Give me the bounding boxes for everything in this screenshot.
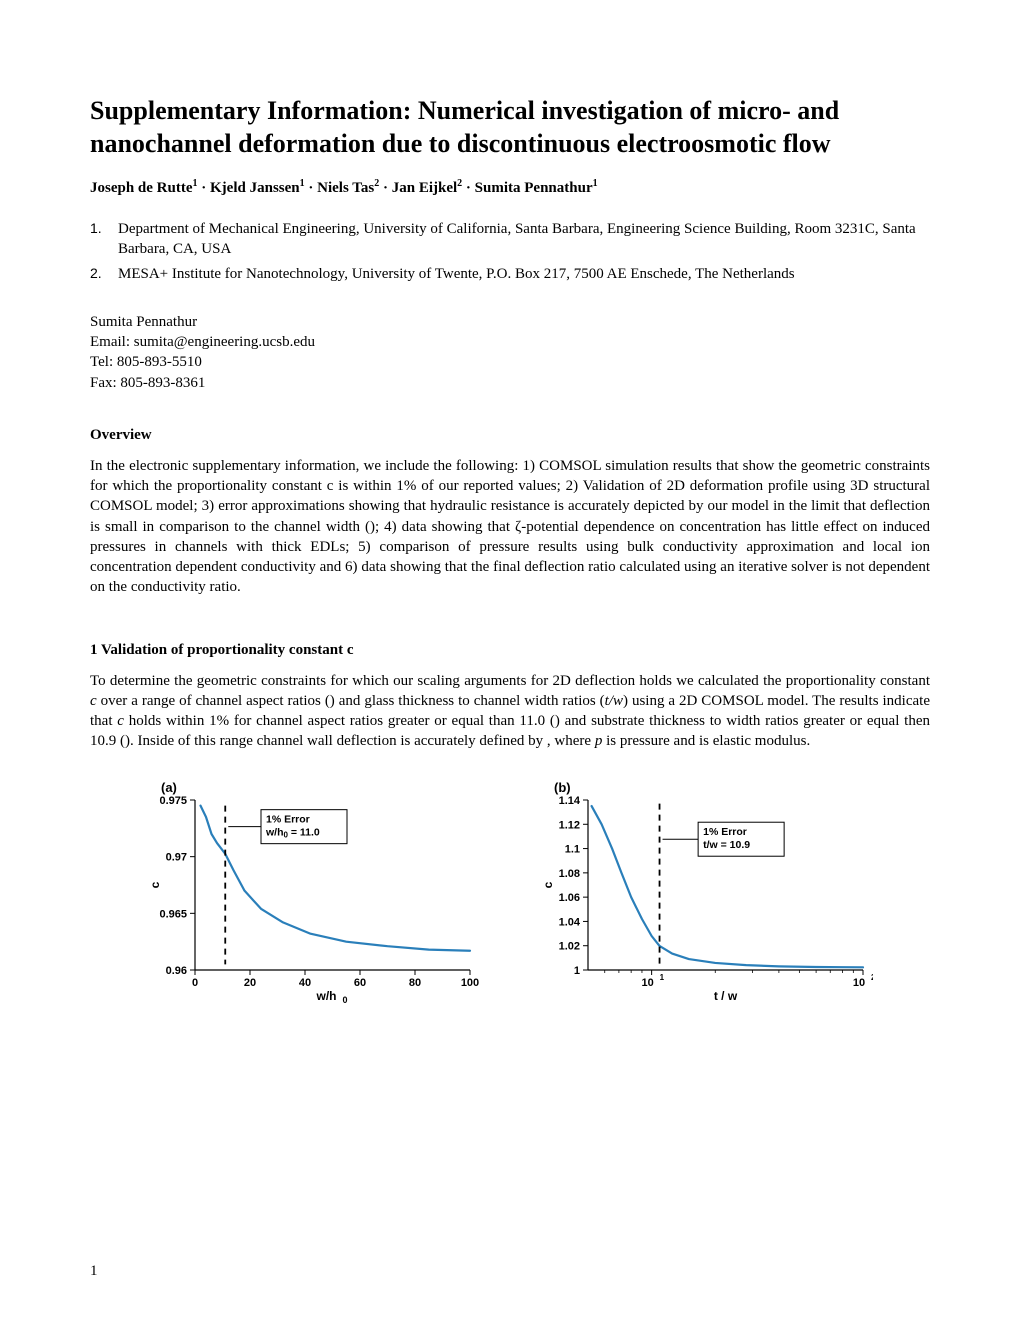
overview-text: In the electronic supplementary informat…: [90, 456, 930, 598]
contact-name: Sumita Pennathur: [90, 312, 930, 332]
affiliation-2: 2.MESA+ Institute for Nanotechnology, Un…: [90, 264, 930, 284]
section-1-heading: 1 Validation of proportionality constant…: [90, 642, 930, 659]
svg-text:40: 40: [299, 977, 311, 989]
overview-heading: Overview: [90, 427, 930, 444]
svg-text:1% Error: 1% Error: [703, 826, 747, 838]
page-title: Supplementary Information: Numerical inv…: [90, 95, 930, 160]
svg-text:c: c: [148, 881, 162, 888]
contact-tel: Tel: 805-893-5510: [90, 352, 930, 372]
svg-text:100: 100: [461, 977, 479, 989]
svg-text:10: 10: [642, 977, 654, 989]
svg-text:1.14: 1.14: [559, 795, 581, 807]
svg-text:80: 80: [409, 977, 421, 989]
svg-text:w/h: w/h: [316, 989, 337, 1003]
svg-text:1.08: 1.08: [559, 867, 580, 879]
svg-text:60: 60: [354, 977, 366, 989]
svg-text:0.97: 0.97: [166, 851, 187, 863]
svg-text:0.965: 0.965: [159, 908, 187, 920]
svg-text:t / w: t / w: [714, 989, 738, 1003]
section-1-text: To determine the geometric constraints f…: [90, 671, 930, 752]
figure-charts: 0.96 0.965 0.97 0.975 0 20 40 60 80 100 c w/h 0 (a) 1%…: [90, 776, 930, 1009]
charts-svg: 0.96 0.965 0.97 0.975 0 20 40 60 80 100 c w/h 0 (a) 1%…: [147, 776, 873, 1004]
page-number: 1: [90, 1263, 98, 1280]
svg-text:(b): (b): [554, 780, 571, 795]
svg-text:0.975: 0.975: [159, 795, 187, 807]
contact-fax: Fax: 805-893-8361: [90, 373, 930, 393]
svg-text:1% Error: 1% Error: [266, 813, 310, 825]
svg-text:1: 1: [574, 965, 580, 977]
svg-text:1: 1: [660, 973, 665, 982]
affiliations-block: 1.Department of Mechanical Engineering, …: [90, 219, 930, 284]
svg-text:1.12: 1.12: [559, 819, 580, 831]
svg-text:w/h0 = 11.0: w/h0 = 11.0: [265, 826, 320, 839]
svg-text:0: 0: [192, 977, 198, 989]
svg-text:1.06: 1.06: [559, 892, 580, 904]
affiliation-1: 1.Department of Mechanical Engineering, …: [90, 219, 930, 260]
svg-text:(a): (a): [161, 780, 177, 795]
authors-line: Joseph de Rutte1 · Kjeld Janssen1 · Niel…: [90, 178, 930, 197]
contact-email: Email: sumita@engineering.ucsb.edu: [90, 332, 930, 352]
svg-text:0.96: 0.96: [166, 965, 187, 977]
contact-block: Sumita Pennathur Email: sumita@engineeri…: [90, 312, 930, 393]
svg-text:t/w = 10.9: t/w = 10.9: [703, 839, 750, 851]
svg-text:2: 2: [871, 973, 873, 982]
svg-text:20: 20: [244, 977, 256, 989]
svg-text:1.1: 1.1: [565, 843, 580, 855]
svg-text:10: 10: [853, 977, 865, 989]
svg-text:1.04: 1.04: [559, 916, 581, 928]
svg-text:c: c: [541, 881, 555, 888]
svg-text:1.02: 1.02: [559, 940, 580, 952]
svg-text:0: 0: [343, 995, 348, 1004]
